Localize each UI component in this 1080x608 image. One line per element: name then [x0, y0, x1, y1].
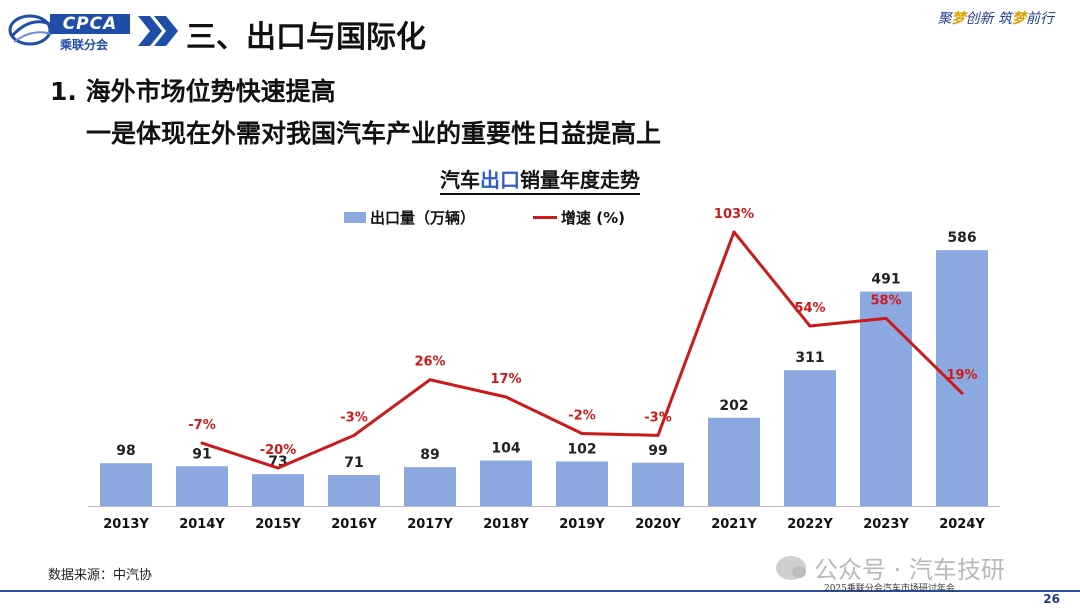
- bar-value-label: 71: [344, 455, 363, 471]
- growth-point: [352, 433, 356, 437]
- bar: [784, 370, 836, 506]
- bar-value-label: 98: [116, 443, 135, 459]
- growth-point: [200, 441, 204, 445]
- x-tick-label: 2015Y: [255, 517, 301, 532]
- slogan-part: 创新: [965, 11, 998, 27]
- growth-point: [276, 466, 280, 470]
- source-note: 数据来源：中汽协: [48, 568, 153, 583]
- growth-value-label: -2%: [568, 408, 595, 423]
- chart-title-part: 汽车: [440, 168, 480, 192]
- slogan-part: 筑: [998, 11, 1012, 27]
- bar-value-label: 491: [871, 272, 900, 288]
- x-tick-label: 2013Y: [103, 517, 149, 532]
- growth-point: [884, 316, 888, 320]
- x-tick-label: 2019Y: [559, 517, 605, 532]
- bar: [480, 460, 532, 506]
- legend-line-label: 增速 (%): [561, 209, 625, 227]
- heading-secondary: 一是体现在外需对我国汽车产业的重要性日益提高上: [86, 119, 662, 148]
- bar-value-label: 89: [420, 447, 439, 463]
- slogan-part: 梦: [951, 11, 966, 27]
- page-number: 26: [1043, 592, 1060, 606]
- chart-legend: 出口量（万辆） 增速 (%): [344, 207, 625, 228]
- growth-value-label: -3%: [644, 410, 671, 425]
- bar: [252, 474, 304, 506]
- section-title: 三、出口与国际化: [186, 20, 426, 55]
- bar-value-label: 99: [648, 443, 667, 459]
- watermark: 公众号 · 汽车技研: [776, 550, 1005, 585]
- growth-point: [504, 395, 508, 399]
- x-tick-label: 2021Y: [711, 517, 757, 532]
- bar: [708, 417, 760, 506]
- x-tick-label: 2022Y: [787, 517, 833, 532]
- bar-value-label: 104: [491, 441, 520, 457]
- chart-title-highlight: 出口: [480, 168, 520, 192]
- bar: [556, 461, 608, 506]
- slogan: 聚梦创新 筑梦前行: [938, 8, 1054, 28]
- watermark-text: 公众号 · 汽车技研: [814, 556, 1005, 584]
- growth-value-label: 19%: [946, 368, 977, 383]
- growth-point: [808, 324, 812, 328]
- slogan-part: 聚: [937, 11, 952, 27]
- legend-bar-label: 出口量（万辆）: [370, 209, 476, 227]
- growth-value-label: 17%: [490, 372, 521, 387]
- growth-point: [656, 433, 660, 437]
- growth-value-label: -3%: [340, 410, 367, 425]
- cpca-logo: CPCA 乘联分会: [6, 8, 134, 54]
- bar: [632, 462, 684, 506]
- logo-text: CPCA: [50, 14, 130, 34]
- bar: [860, 291, 912, 506]
- growth-value-label: -20%: [260, 443, 297, 458]
- bar-value-label: 91: [192, 446, 211, 462]
- legend-line-swatch: [533, 216, 558, 219]
- bar: [404, 467, 456, 506]
- growth-point: [960, 391, 964, 395]
- chart-title: 汽车出口销量年度走势: [0, 164, 1080, 195]
- slogan-part: 前行: [1026, 11, 1054, 27]
- growth-point: [428, 378, 432, 382]
- bar-value-label: 102: [567, 441, 596, 457]
- bar-value-label: 311: [795, 350, 824, 366]
- slide-header: CPCA 乘联分会 三、出口与国际化 聚梦创新 筑梦前行: [0, 0, 1080, 64]
- growth-value-label: 58%: [870, 293, 901, 308]
- legend-bar-swatch: [344, 212, 366, 223]
- chart-title-part: 销量年度走势: [520, 168, 640, 192]
- footer-text: 2025乘联分会汽车市场研讨年会: [824, 584, 955, 594]
- bar: [100, 463, 152, 506]
- x-tick-label: 2017Y: [407, 517, 453, 532]
- logo-cn-text: 乘联分会: [60, 38, 109, 52]
- growth-point: [580, 431, 584, 435]
- x-tick-label: 2024Y: [939, 517, 985, 532]
- heading-primary: 1. 海外市场位势快速提高: [50, 77, 336, 106]
- growth-value-label: -7%: [188, 418, 215, 433]
- growth-point: [732, 230, 736, 234]
- x-tick-label: 2016Y: [331, 517, 377, 532]
- x-tick-label: 2018Y: [483, 517, 529, 532]
- bar: [176, 466, 228, 506]
- growth-value-label: 103%: [714, 207, 754, 222]
- x-tick-label: 2020Y: [635, 517, 681, 532]
- double-chevron-icon: [138, 16, 178, 46]
- x-tick-label: 2014Y: [179, 517, 225, 532]
- wechat-icon: [776, 555, 806, 580]
- footer-divider: [0, 590, 1080, 592]
- growth-value-label: 54%: [794, 301, 825, 316]
- growth-value-label: 26%: [414, 355, 445, 370]
- slogan-part: 梦: [1012, 11, 1026, 27]
- bar-value-label: 202: [719, 398, 748, 414]
- bar-value-label: 586: [947, 230, 976, 246]
- bar: [328, 474, 380, 506]
- x-tick-label: 2023Y: [863, 517, 909, 532]
